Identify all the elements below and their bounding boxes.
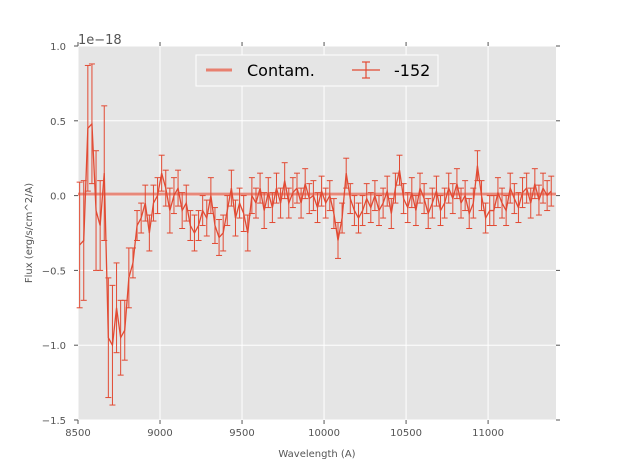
x-tick-label: 8500 [65, 428, 90, 439]
y-tick-label: 1.0 [50, 42, 66, 53]
y-tick-label: 0.0 [50, 192, 66, 203]
series [76, 63, 556, 406]
legend-contam-label: Contam. [247, 61, 315, 80]
y-tick-label: −1.0 [42, 341, 66, 352]
x-tick-label: 9000 [147, 428, 172, 439]
x-tick-label: 10500 [390, 428, 422, 439]
y-axis-label: Flux (erg/s/cm^2/A) [24, 183, 35, 283]
legend: Contam. -152 [195, 54, 439, 87]
y-tick-label: −1.5 [42, 416, 66, 427]
y-tick-label: 0.5 [50, 117, 66, 128]
offset-text: 1e−18 [78, 33, 122, 48]
x-axis-label: Wavelength (A) [278, 449, 355, 460]
x-tick-label: 10000 [308, 428, 340, 439]
legend-series-label: -152 [394, 61, 430, 80]
legend-errorbar-swatch [352, 61, 380, 79]
x-tick-label: 11000 [472, 428, 504, 439]
plot-area [78, 46, 556, 420]
ticks: 8500 9000 9500 10000 10500 11000 1.0 0.5 0.0 −0.5… [42, 42, 560, 439]
x-tick-label: 9500 [229, 428, 254, 439]
y-tick-label: −0.5 [42, 266, 66, 277]
series-line [79, 122, 552, 348]
